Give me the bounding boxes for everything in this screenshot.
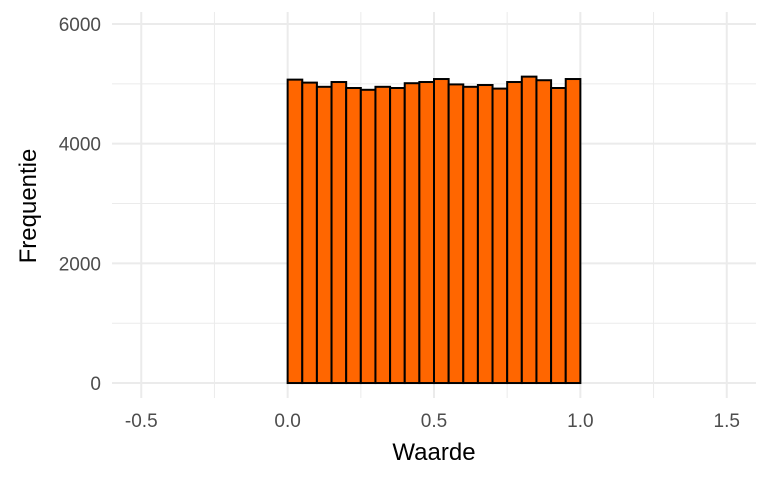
histogram-bars [286, 75, 582, 385]
histogram-bar [433, 78, 450, 385]
histogram-bar [491, 87, 509, 385]
histogram-bar [462, 85, 479, 385]
histogram-bar [389, 87, 406, 385]
histogram-bar [359, 88, 377, 385]
histogram-bar [330, 81, 348, 385]
x-axis-title: Waarde [392, 439, 475, 466]
histogram-bar [506, 81, 523, 385]
histogram-bar [520, 75, 538, 385]
x-tick-label: 0.5 [421, 411, 447, 432]
histogram-bar [535, 79, 553, 385]
x-tick-label: -0.5 [125, 411, 158, 432]
x-tick-label: 0.0 [274, 411, 300, 432]
x-axis-tick-labels: -0.5 0.0 0.5 1.0 1.5 [125, 411, 740, 432]
y-tick-label: 6000 [59, 15, 101, 36]
y-axis-tick-labels: 0 2000 4000 6000 [59, 15, 101, 395]
y-tick-label: 2000 [59, 254, 101, 275]
histogram-bar [550, 87, 567, 385]
histogram-bar [418, 81, 436, 385]
histogram-bar [564, 78, 582, 385]
histogram-bar [286, 78, 304, 385]
histogram-bar [301, 81, 318, 385]
y-tick-label: 4000 [59, 135, 101, 156]
histogram-bar [476, 84, 494, 385]
y-tick-label: 0 [90, 374, 101, 395]
histogram-bar [403, 82, 421, 385]
histogram-bar [447, 83, 465, 385]
histogram-bar [345, 87, 362, 385]
x-tick-label: 1.0 [567, 411, 593, 432]
histogram-bar [374, 85, 392, 385]
x-tick-label: 1.5 [714, 411, 740, 432]
y-axis-title: Frequentie [15, 149, 42, 264]
histogram-bar [315, 85, 333, 385]
